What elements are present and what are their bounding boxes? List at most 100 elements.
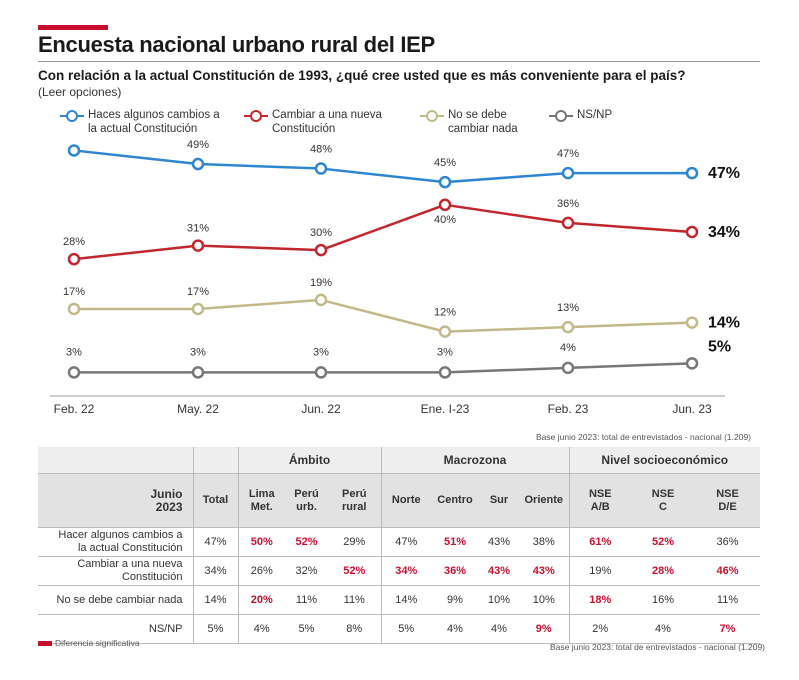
- table-cell: 28%: [631, 556, 695, 586]
- legend-item-nueva: Cambiar a una nueva Constitución: [244, 108, 382, 142]
- data-label: 17%: [63, 286, 85, 298]
- table-cell: 9%: [431, 585, 479, 615]
- data-point: [438, 325, 452, 338]
- final-value-label: 34%: [708, 224, 740, 241]
- table-cell: 51%: [431, 527, 479, 557]
- data-point: [438, 366, 452, 379]
- x-tick-label: Ene. I-23: [421, 402, 470, 416]
- table-cell: 47%: [380, 527, 431, 557]
- data-point: [67, 252, 81, 266]
- table-cell: 5%: [285, 614, 328, 644]
- data-point: [314, 366, 328, 379]
- data-point: [685, 166, 699, 180]
- table-cell: 26%: [237, 556, 285, 586]
- table-cell: 20%: [237, 585, 285, 615]
- data-point: [314, 162, 328, 175]
- survey-question: Con relación a la actual Constitución de…: [38, 68, 686, 83]
- legend-label: Haces algunos cambios a: [88, 109, 220, 121]
- final-value-label: 14%: [708, 315, 740, 332]
- table-cell: 52%: [285, 527, 328, 557]
- table-cell: 4%: [431, 614, 479, 644]
- series-line-1: [73, 149, 692, 184]
- group-macrozona: Macrozona: [380, 447, 569, 474]
- table-cell: 19%: [568, 556, 631, 586]
- significance-swatch: [38, 640, 52, 646]
- data-point: [191, 366, 205, 379]
- table-cell: 36%: [695, 527, 761, 557]
- table-cell: 14%: [380, 585, 431, 615]
- data-point: [685, 225, 699, 239]
- data-point: [561, 361, 575, 375]
- table-cell: 18%: [568, 585, 631, 615]
- legend-marker-red: [244, 110, 268, 122]
- legend-marker-gray: [549, 110, 573, 122]
- table-cell: 61%: [568, 527, 631, 557]
- column-header: Perú rural: [328, 473, 381, 528]
- legend-label: cambiar nada: [448, 123, 518, 135]
- table-cell: 52%: [328, 556, 381, 586]
- table-cell: 29%: [328, 527, 381, 557]
- significance-label: Diferencia significativa: [55, 638, 140, 648]
- table-cell: 5%: [192, 614, 238, 644]
- column-header: Centro: [431, 473, 479, 528]
- column-header: Perú urb.: [285, 473, 328, 528]
- legend-item-cambios: Haces algunos cambios a la actual Constit…: [60, 108, 220, 142]
- data-label: 17%: [187, 286, 209, 298]
- legend-label: Cambiar a una nueva: [272, 109, 382, 121]
- table-row: No se debe cambiar nada 14% 20% 11% 11% 14% 9%…: [38, 585, 761, 615]
- group-header-row: Ámbito Macrozona Nivel socioeconómico: [38, 447, 761, 474]
- data-label: 48%: [310, 144, 332, 156]
- table-cell: 9%: [519, 614, 569, 644]
- data-label: 3%: [66, 346, 82, 358]
- page-title: Encuesta nacional urbano rural del IEP: [38, 32, 435, 57]
- data-label: 45%: [434, 157, 456, 169]
- final-value-label: 5%: [708, 338, 731, 355]
- base-note-top: Base junio 2023: total de entrevistados …: [536, 432, 751, 442]
- table-cell: 46%: [695, 556, 761, 586]
- data-point: [191, 239, 205, 252]
- empty-group-cell: [192, 447, 238, 474]
- table-cell: 2%: [568, 614, 631, 644]
- table-cell: 43%: [479, 527, 519, 557]
- data-label: 49%: [187, 140, 209, 151]
- column-header: Sur: [479, 473, 519, 528]
- breakdown-table: Ámbito Macrozona Nivel socioeconómico Ju…: [38, 447, 761, 644]
- x-tick-label: May. 22: [177, 402, 219, 416]
- significance-legend: Diferencia significativa: [38, 638, 140, 648]
- table-cell: 4%: [237, 614, 285, 644]
- data-label: 13%: [557, 302, 579, 314]
- column-header: NSE D/E: [695, 473, 761, 528]
- data-point: [561, 320, 575, 334]
- row-label: Hacer algunos cambios a la actual Constit…: [38, 527, 193, 557]
- data-label: 28%: [63, 236, 85, 248]
- table-cell: 34%: [192, 556, 238, 586]
- table-cell: 11%: [328, 585, 381, 615]
- legend-marker-beige: [420, 110, 444, 122]
- data-point: [191, 157, 205, 171]
- data-point: [438, 198, 452, 212]
- data-point: [67, 302, 81, 316]
- table-cell: 14%: [192, 585, 238, 615]
- data-point: [67, 144, 81, 157]
- table-row: NS/NP 5% 4% 5% 8% 5% 4% 4% 9% 2% 4% 7%: [38, 614, 761, 644]
- row-label: Cambiar a una nueva Constitución: [38, 556, 193, 586]
- table-cell: 11%: [695, 585, 761, 615]
- group-ambito: Ámbito: [237, 447, 381, 474]
- row-label: NS/NP: [38, 614, 193, 644]
- row-label: No se debe cambiar nada: [38, 585, 193, 615]
- series-line-2: [73, 203, 693, 261]
- empty-group-cell: [38, 447, 193, 474]
- table-cell: 5%: [380, 614, 431, 644]
- legend-item-no-cambiar: No se debe cambiar nada: [420, 108, 518, 142]
- table-cell: 4%: [631, 614, 695, 644]
- data-label: 30%: [310, 227, 332, 239]
- x-tick-label: Feb. 22: [54, 402, 95, 416]
- data-point: [314, 293, 328, 307]
- data-label: 40%: [434, 214, 456, 226]
- table-cell: 43%: [479, 556, 519, 586]
- data-label: 3%: [313, 346, 329, 358]
- column-header: Lima Met.: [237, 473, 285, 528]
- table-cell: 43%: [519, 556, 569, 586]
- column-header: NSE A/B: [568, 473, 631, 528]
- series-line-4: [74, 362, 693, 374]
